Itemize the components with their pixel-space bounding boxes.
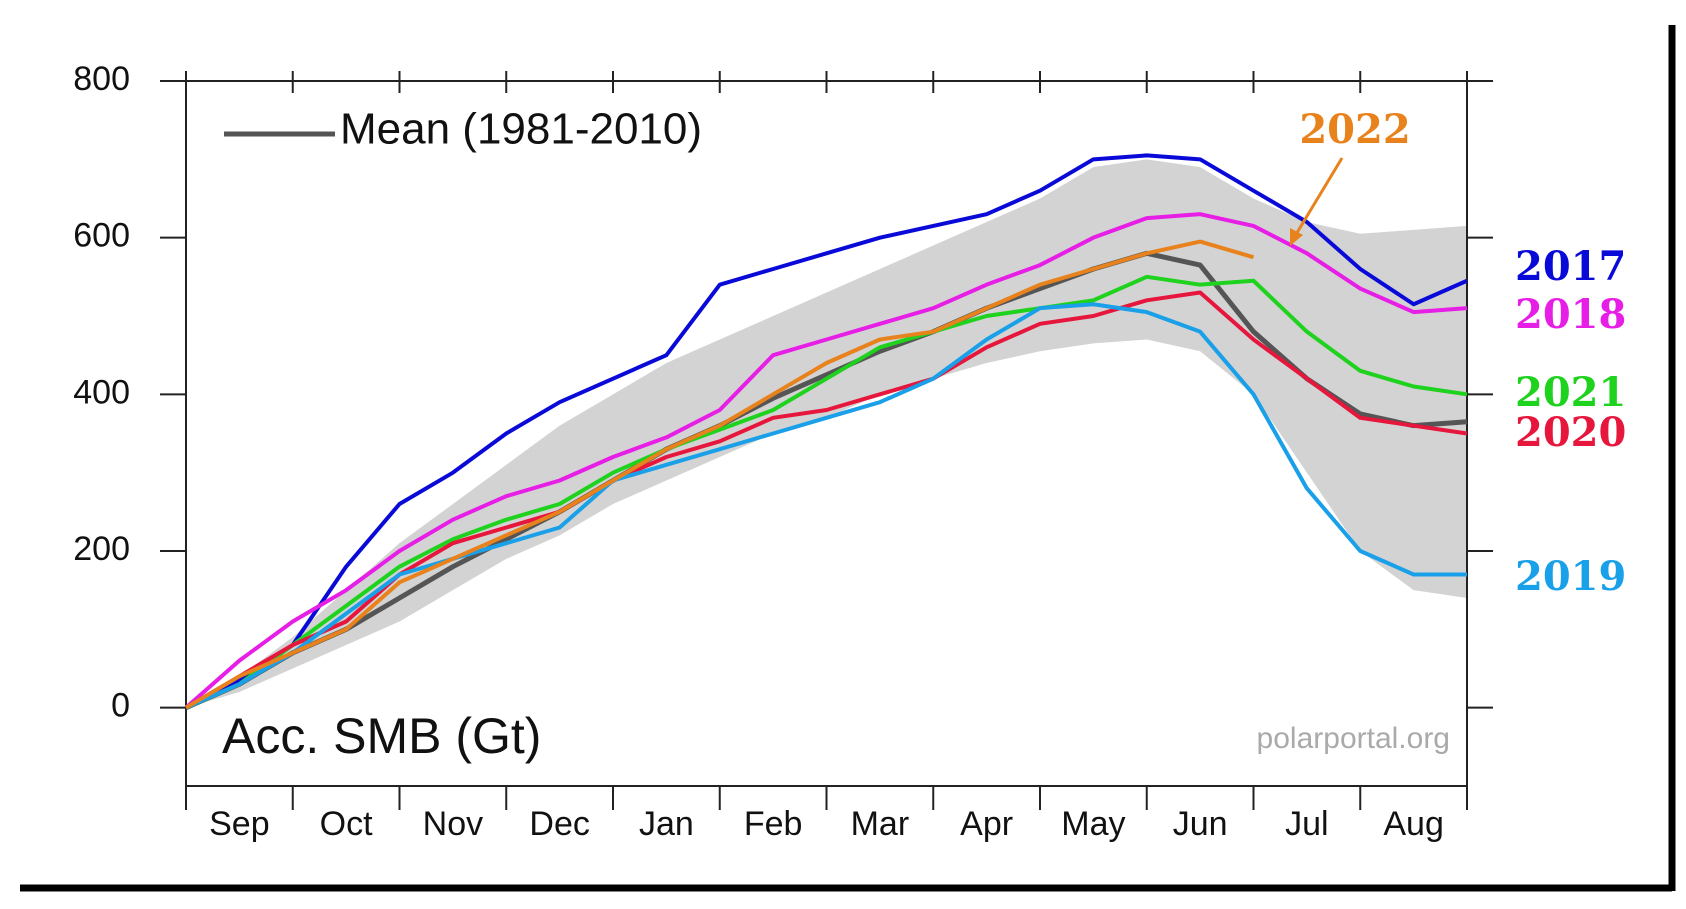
series-label: 2020 xyxy=(1515,409,1626,456)
x-tick-label: Nov xyxy=(423,805,483,843)
band xyxy=(186,159,1467,708)
x-tick-label: Aug xyxy=(1383,805,1444,843)
x-tick-label: Feb xyxy=(744,805,803,843)
annotation-arrow xyxy=(1293,157,1344,237)
series-line xyxy=(184,250,1468,710)
annotation: 2022 xyxy=(1299,106,1410,153)
series-line xyxy=(184,239,1255,710)
arrow-head xyxy=(1290,228,1303,246)
x-tick-label: Oct xyxy=(320,805,373,843)
x-tick-label: Sep xyxy=(209,805,270,843)
x-tick-label: Mar xyxy=(851,805,910,843)
plot: 0 200 400 600 800 Sep Oct Nov Dec Jan Feb Mar Apr May… xyxy=(73,60,1626,843)
x-tick-label: Jul xyxy=(1285,805,1328,843)
x-tick-label: Jun xyxy=(1173,805,1228,843)
x-tick-label: Dec xyxy=(529,805,589,843)
x-tick-label: Jan xyxy=(639,805,694,843)
y-tick-label: 600 xyxy=(73,217,130,255)
series-line xyxy=(185,274,1468,710)
y-tick-label: 0 xyxy=(111,687,130,725)
y-axis-label: Acc. SMB (Gt) xyxy=(222,708,541,764)
series-label: 2021 xyxy=(1515,369,1626,416)
series-line xyxy=(184,212,1468,710)
x-tick-label: May xyxy=(1061,805,1125,843)
y-tick-label: 800 xyxy=(73,60,130,98)
y-tick-label: 200 xyxy=(73,530,130,568)
series-label: 2019 xyxy=(1515,553,1626,600)
x-tick-label: Apr xyxy=(960,805,1013,843)
series-label: 2018 xyxy=(1515,291,1626,338)
y-tick-label: 400 xyxy=(73,373,130,411)
series-line xyxy=(185,302,1467,710)
series-line xyxy=(185,153,1468,710)
legend-label: Mean (1981-2010) xyxy=(340,105,702,154)
series-label: 2017 xyxy=(1515,243,1626,290)
source: polarportal.org xyxy=(1257,722,1450,755)
